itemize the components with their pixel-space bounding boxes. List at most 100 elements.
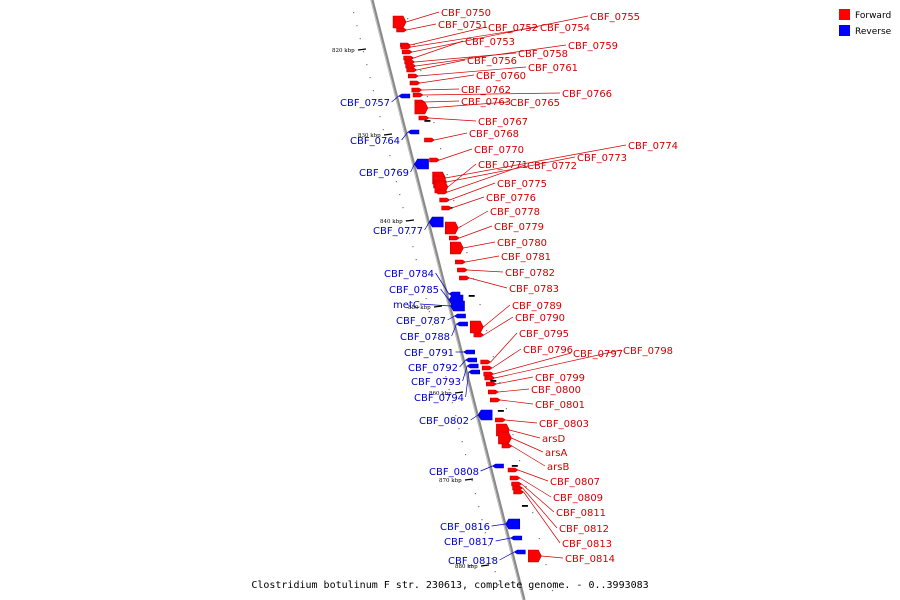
forward-gene-feature[interactable] (455, 259, 466, 265)
forward-gene-label[interactable]: CBF_0754 (540, 23, 590, 34)
reverse-gene-feature[interactable] (407, 129, 420, 135)
forward-gene-label[interactable]: CBF_0758 (518, 49, 568, 60)
forward-gene-feature[interactable] (418, 115, 430, 121)
forward-gene-label[interactable]: CBF_0809 (553, 493, 603, 504)
forward-gene-label[interactable]: CBF_0803 (539, 419, 589, 430)
forward-gene-label[interactable]: CBF_0770 (474, 145, 524, 156)
forward-gene-label[interactable]: CBF_0789 (512, 301, 562, 312)
forward-gene-label[interactable]: arsD (542, 434, 565, 445)
reverse-gene-label[interactable]: CBF_0788 (400, 332, 450, 343)
forward-gene-label[interactable]: CBF_0795 (519, 329, 569, 340)
forward-gene-feature[interactable] (487, 389, 499, 395)
reverse-gene-label[interactable]: CBF_0784 (384, 269, 434, 280)
forward-gene-feature[interactable] (490, 397, 501, 403)
forward-gene-feature[interactable] (481, 365, 493, 371)
forward-gene-feature[interactable] (511, 481, 523, 487)
forward-gene-label[interactable]: CBF_0762 (461, 85, 511, 96)
forward-gene-feature[interactable] (424, 137, 436, 143)
forward-gene-feature[interactable] (473, 332, 485, 338)
forward-gene-label[interactable]: CBF_0813 (562, 539, 612, 550)
forward-gene-label[interactable]: CBF_0766 (562, 89, 612, 100)
reverse-gene-feature[interactable] (465, 357, 477, 363)
forward-gene-label[interactable]: CBF_0772 (527, 161, 577, 172)
reverse-gene-label[interactable]: CBF_0777 (373, 226, 423, 237)
forward-gene-feature[interactable] (404, 59, 416, 65)
forward-gene-feature[interactable] (396, 27, 408, 33)
forward-gene-feature[interactable] (439, 197, 451, 203)
reverse-gene-feature[interactable] (466, 363, 479, 369)
forward-gene-label[interactable]: CBF_0797 (573, 349, 623, 360)
forward-gene-label[interactable]: CBF_0798 (623, 346, 673, 357)
reverse-gene-label[interactable]: CBF_0802 (419, 416, 469, 427)
forward-gene-label[interactable]: CBF_0779 (494, 222, 544, 233)
forward-gene-feature[interactable] (528, 549, 542, 563)
reverse-gene-label[interactable]: CBF_0769 (359, 168, 409, 179)
forward-gene-feature[interactable] (405, 63, 417, 69)
reverse-gene-label[interactable]: CBF_0793 (411, 377, 461, 388)
reverse-gene-label[interactable]: CBF_0817 (444, 537, 494, 548)
forward-gene-label[interactable]: CBF_0755 (590, 12, 640, 23)
forward-gene-feature[interactable] (401, 49, 413, 55)
forward-gene-label[interactable]: CBF_0768 (469, 129, 519, 140)
reverse-gene-feature[interactable] (428, 216, 444, 228)
forward-gene-label[interactable]: CBF_0782 (505, 268, 555, 279)
forward-gene-feature[interactable] (444, 221, 459, 235)
reverse-gene-feature[interactable] (450, 300, 465, 312)
forward-gene-feature[interactable] (507, 467, 519, 473)
forward-gene-label[interactable]: CBF_0765 (510, 98, 560, 109)
reverse-gene-label[interactable]: CBF_0787 (396, 316, 446, 327)
forward-gene-label[interactable]: CBF_0774 (628, 141, 678, 152)
forward-gene-feature[interactable] (509, 475, 521, 481)
forward-gene-label[interactable]: arsB (547, 462, 569, 473)
reverse-gene-label[interactable]: CBF_0794 (414, 393, 464, 404)
forward-gene-label[interactable]: CBF_0790 (515, 313, 565, 324)
forward-gene-feature[interactable] (429, 157, 441, 163)
forward-gene-feature[interactable] (485, 381, 497, 387)
forward-gene-feature[interactable] (400, 44, 412, 50)
reverse-gene-feature[interactable] (454, 313, 466, 319)
forward-gene-label[interactable]: CBF_0778 (490, 207, 540, 218)
reverse-gene-feature[interactable] (414, 158, 429, 170)
forward-gene-feature[interactable] (459, 275, 470, 281)
forward-gene-label[interactable]: CBF_0800 (531, 385, 581, 396)
forward-gene-label[interactable]: CBF_0799 (535, 373, 585, 384)
forward-gene-label[interactable]: arsA (545, 448, 567, 459)
forward-gene-feature[interactable] (409, 80, 421, 86)
forward-gene-feature[interactable] (392, 15, 407, 29)
forward-gene-label[interactable]: CBF_0771 (478, 160, 528, 171)
forward-gene-label[interactable]: CBF_0760 (476, 71, 526, 82)
forward-gene-label[interactable]: CBF_0756 (467, 56, 517, 67)
forward-gene-label[interactable]: CBF_0781 (501, 252, 551, 263)
forward-gene-label[interactable]: CBF_0801 (535, 400, 585, 411)
forward-gene-feature[interactable] (411, 87, 423, 93)
forward-gene-label[interactable]: CBF_0763 (461, 97, 511, 108)
reverse-gene-feature[interactable] (456, 321, 468, 327)
forward-gene-label[interactable]: CBF_0767 (478, 117, 528, 128)
forward-gene-label[interactable]: CBF_0811 (556, 508, 606, 519)
reverse-gene-label[interactable]: CBF_0791 (404, 348, 454, 359)
forward-gene-feature[interactable] (441, 205, 453, 211)
forward-gene-feature[interactable] (501, 443, 513, 449)
forward-gene-label[interactable]: CBF_0759 (568, 41, 618, 52)
reverse-gene-label[interactable]: CBF_0808 (429, 467, 479, 478)
forward-gene-feature[interactable] (512, 485, 524, 491)
forward-gene-feature[interactable] (407, 73, 419, 79)
forward-gene-label[interactable]: CBF_0750 (441, 8, 491, 19)
forward-gene-label[interactable]: CBF_0752 (488, 23, 538, 34)
forward-gene-feature[interactable] (483, 371, 495, 377)
forward-gene-label[interactable]: CBF_0807 (550, 477, 600, 488)
reverse-gene-label[interactable]: CBF_0785 (389, 285, 439, 296)
forward-gene-feature[interactable] (406, 67, 418, 73)
reverse-gene-feature[interactable] (463, 349, 475, 355)
forward-gene-label[interactable]: CBF_0776 (486, 193, 536, 204)
reverse-gene-feature[interactable] (510, 535, 523, 541)
forward-gene-label[interactable]: CBF_0773 (577, 153, 627, 164)
reverse-gene-label[interactable]: metC (393, 300, 420, 311)
forward-gene-feature[interactable] (412, 92, 424, 98)
forward-gene-feature[interactable] (484, 375, 496, 381)
forward-gene-label[interactable]: CBF_0753 (465, 37, 515, 48)
forward-gene-feature[interactable] (498, 431, 512, 445)
forward-gene-feature[interactable] (414, 101, 429, 115)
forward-gene-feature[interactable] (470, 320, 484, 334)
reverse-gene-feature[interactable] (513, 549, 526, 555)
